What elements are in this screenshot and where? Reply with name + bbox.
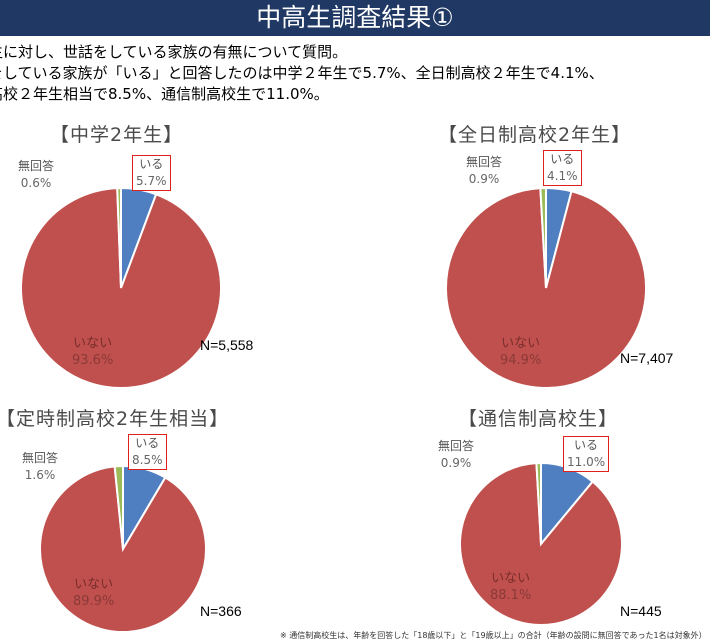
chart-title-correspondence: 【通信制高校生】 <box>458 408 619 430</box>
slice-mukaito <box>113 464 124 550</box>
intro-text: 生に対し、世話をしている家族の有無について質問。 をしている家族が「いる」と回答… <box>0 42 710 105</box>
n-label-fulltime: N=7,407 <box>620 350 674 366</box>
n-label-parttime: N=366 <box>200 603 242 619</box>
label-mukaito-0: 無回答 0.6% <box>18 159 55 190</box>
label-inai-3: いない 88.1% <box>490 571 532 603</box>
slice-inai <box>39 465 207 633</box>
slice-mukaito <box>535 461 542 545</box>
n-label-correspondence: N=445 <box>620 603 662 619</box>
header-bar <box>0 0 710 36</box>
label-mukaito-3: 無回答 0.9% <box>438 439 475 470</box>
intro-line-2: をしている家族が「いる」と回答したのは中学２年生で5.7%、全日制高校２年生で4… <box>0 64 604 82</box>
pie-chart-middle-school <box>20 186 222 389</box>
footnote: ※ 通信制高校生は、年齢を回答した「18歳以下」と「19歳以上」の合計（年齢の設… <box>280 631 707 640</box>
slice-inai <box>459 462 623 626</box>
pie-chart-correspondence <box>459 461 623 626</box>
label-iru-1: いる 4.1% <box>543 150 582 186</box>
label-mukaito-2: 無回答 1.6% <box>22 451 59 482</box>
page-title: 中高生調査結果① <box>256 3 454 32</box>
chart-title-fulltime: 【全日制高校2年生】 <box>438 124 632 146</box>
chart-title-middle-school: 【中学2年生】 <box>50 124 184 146</box>
n-label-middle-school: N=5,558 <box>200 337 254 353</box>
slice-mukaito <box>116 186 122 289</box>
label-inai-0: いない 93.6% <box>72 336 114 368</box>
label-iru-2: いる 8.5% <box>128 434 167 470</box>
label-iru-3: いる 11.0% <box>563 436 610 472</box>
intro-line-3: 高校２年生相当で8.5%、通信制高校生で11.0%。 <box>0 85 329 103</box>
label-mukaito-1: 無回答 0.9% <box>466 155 503 186</box>
pie-chart-fulltime <box>445 186 647 389</box>
slice-mukaito <box>539 186 547 289</box>
pie-chart-parttime <box>39 464 207 633</box>
intro-line-1: 生に対し、世話をしている家族の有無について質問。 <box>0 43 348 61</box>
slice-inai <box>445 187 647 389</box>
chart-title-parttime: 【定時制高校2年生相当】 <box>0 408 230 430</box>
label-inai-2: いない 89.9% <box>73 577 115 609</box>
label-inai-1: いない 94.9% <box>500 336 542 368</box>
label-iru-0: いる 5.7% <box>132 155 171 191</box>
